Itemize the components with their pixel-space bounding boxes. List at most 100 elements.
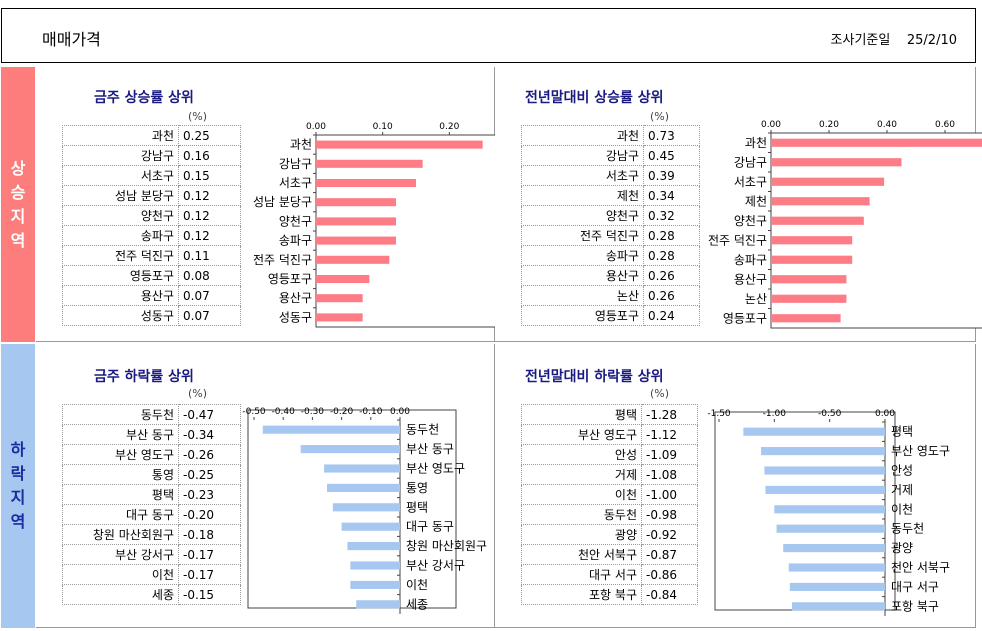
category-label: 천안 서북구 <box>891 560 950 575</box>
region-name: 부산 영도구 <box>521 424 642 445</box>
rate-value: 0.28 <box>643 245 700 266</box>
rate-value: 0.39 <box>643 165 700 186</box>
rate-value: 0.07 <box>178 305 241 326</box>
region-name: 대구 동구 <box>62 504 179 525</box>
table-row: 강남구 0.45 <box>521 145 700 166</box>
bar <box>771 294 847 303</box>
bar <box>771 216 864 225</box>
weekly-fall-panel: 금주 하락률 상위 (%) 동두천 -0.47 부산 동구 -0.34 부산 영도구 -0.2… <box>36 344 495 628</box>
ranking-table: 평택 -1.28 부산 영도구 -1.12 안성 -1.09 거제 -1.08 이천 -1.00 동… <box>521 404 698 605</box>
bar <box>761 447 885 456</box>
category-label: 부산 강서구 <box>406 559 465 573</box>
weekly-rise-panel: 금주 상승률 상위 (%) 과천 0.25 강남구 0.16 서초구 0.15 성남 분당구 0.… <box>36 67 526 342</box>
chart-title: 금주 하락률 상위 <box>94 369 194 385</box>
bar <box>350 561 400 570</box>
rate-value: 0.34 <box>643 185 700 206</box>
rate-value: 0.16 <box>178 145 241 166</box>
rate-value: -0.87 <box>641 544 698 565</box>
table-row: 부산 동구 -0.34 <box>62 424 241 445</box>
category-label: 용산구 <box>734 272 767 286</box>
rise-label-char: 지 <box>10 206 26 226</box>
region-name: 창원 마산회원구 <box>62 524 179 545</box>
category-label: 양천구 <box>734 213 767 228</box>
rate-value: -0.98 <box>641 504 698 525</box>
category-label: 이천 <box>891 501 913 516</box>
region-name: 제천 <box>521 185 644 206</box>
bar <box>783 544 885 553</box>
table-row: 부산 영도구 -1.12 <box>521 424 698 445</box>
bar <box>792 602 885 611</box>
rate-value: 0.12 <box>178 205 241 226</box>
category-label: 영등포구 <box>268 272 312 286</box>
region-name: 논산 <box>521 285 644 306</box>
survey-date: 조사기준일 25/2/10 <box>831 29 957 48</box>
table-row: 포항 북구 -0.84 <box>521 584 698 605</box>
table-row: 용산구 0.26 <box>521 265 700 286</box>
bar <box>324 464 400 473</box>
table-row: 제천 0.34 <box>521 185 700 206</box>
tick-label: 0.20 <box>439 122 459 132</box>
region-name: 부산 동구 <box>62 424 179 445</box>
fall-label-char: 지 <box>10 488 26 507</box>
bar <box>341 522 400 531</box>
rate-value: -0.26 <box>178 444 241 465</box>
table-row: 성남 분당구 0.12 <box>62 185 241 206</box>
rate-value: 0.11 <box>178 245 241 266</box>
bar <box>743 427 885 436</box>
region-name: 성동구 <box>62 305 179 326</box>
region-name: 동두천 <box>521 504 642 525</box>
table-row: 창원 마산회원구 -0.18 <box>62 524 241 545</box>
rate-value: 0.15 <box>178 165 241 186</box>
category-label: 대구 서구 <box>891 580 939 594</box>
rise-label-char: 상 <box>10 158 26 178</box>
region-name: 전주 덕진구 <box>62 245 179 266</box>
category-label: 동두천 <box>891 521 924 536</box>
category-label: 통영 <box>406 481 428 495</box>
table-row: 용산구 0.07 <box>62 285 241 306</box>
rate-value: 0.07 <box>178 285 241 306</box>
table-row: 평택 -0.23 <box>62 484 241 505</box>
rate-value: 0.26 <box>643 265 700 286</box>
region-name: 과천 <box>62 125 179 146</box>
table-row: 광양 -0.92 <box>521 524 698 545</box>
table-row: 성동구 0.07 <box>62 305 241 326</box>
table-row: 천안 서북구 -0.87 <box>521 544 698 565</box>
bar <box>771 197 870 206</box>
table-row: 논산 0.26 <box>521 285 700 306</box>
tick-label: -1.50 <box>707 409 731 419</box>
region-name: 영등포구 <box>521 305 644 326</box>
category-label: 이천 <box>406 577 428 592</box>
tick-label: 0.60 <box>935 120 955 130</box>
bar <box>347 542 400 551</box>
region-name: 영등포구 <box>62 265 179 286</box>
category-label: 성남 분당구 <box>253 195 312 209</box>
table-row: 과천 0.25 <box>62 125 241 146</box>
region-name: 양천구 <box>62 205 179 226</box>
table-row: 송파구 0.28 <box>521 245 700 266</box>
tick-label: 0.00 <box>761 120 781 130</box>
region-name: 성남 분당구 <box>62 185 179 206</box>
unit-label: (%) <box>188 387 208 400</box>
region-name: 송파구 <box>521 245 644 266</box>
rate-value: -0.34 <box>178 424 241 445</box>
rate-value: 0.08 <box>178 265 241 286</box>
rate-value: -0.20 <box>178 504 241 525</box>
region-name: 포항 북구 <box>521 584 642 605</box>
chart-title: 전년말대비 하락률 상위 <box>525 369 664 385</box>
tick-label: 0.20 <box>819 120 839 130</box>
table-row: 대구 서구 -0.86 <box>521 564 698 585</box>
tick-label: 0.10 <box>373 122 393 132</box>
region-name: 과천 <box>521 125 644 146</box>
category-label: 광양 <box>891 541 913 555</box>
table-row: 이천 -0.17 <box>62 564 241 585</box>
category-label: 부산 영도구 <box>891 444 950 458</box>
table-row: 송파구 0.12 <box>62 225 241 246</box>
tick-label: -0.40 <box>272 407 296 417</box>
tick-label: 0.40 <box>877 120 897 130</box>
rise-label-char: 역 <box>10 230 26 250</box>
category-label: 부산 영도구 <box>406 462 465 476</box>
bar <box>332 503 400 512</box>
